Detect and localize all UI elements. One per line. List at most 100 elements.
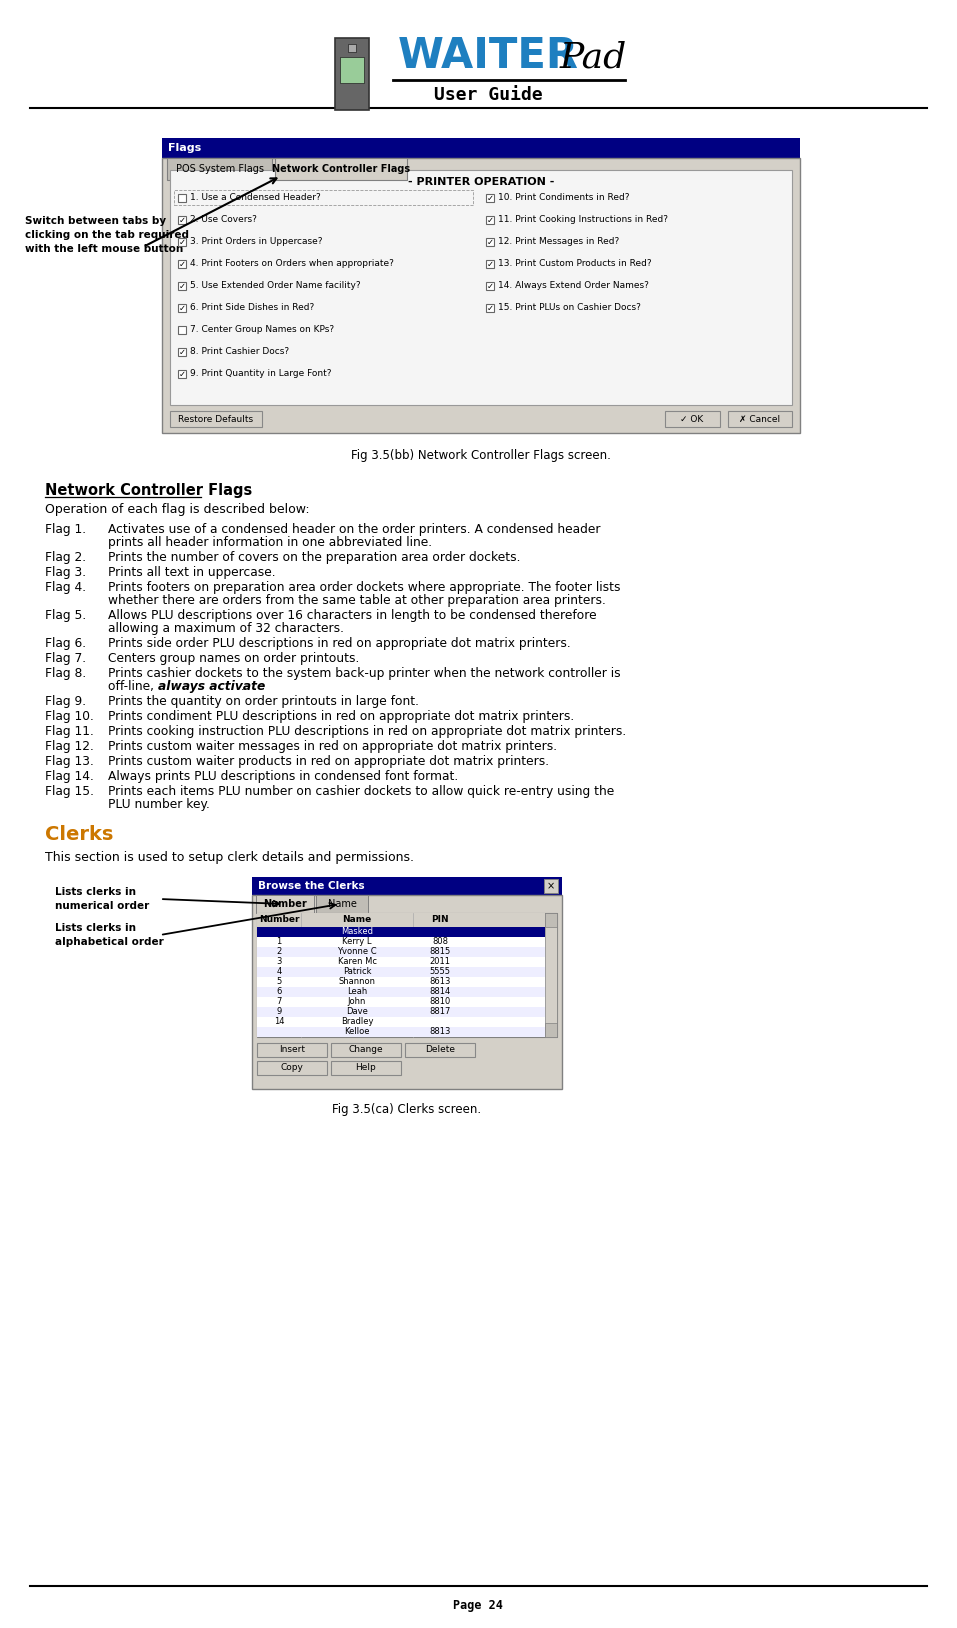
- Text: Dave: Dave: [346, 1008, 367, 1016]
- Text: Prints custom waiter products in red on appropriate dot matrix printers.: Prints custom waiter products in red on …: [108, 755, 549, 768]
- Bar: [257, 1018, 545, 1027]
- Text: 12. Print Messages in Red?: 12. Print Messages in Red?: [498, 238, 619, 246]
- Text: always activate: always activate: [159, 681, 266, 694]
- Bar: [257, 913, 545, 926]
- Text: User Guide: User Guide: [434, 86, 543, 104]
- Text: Help: Help: [356, 1063, 376, 1073]
- Bar: [665, 410, 720, 427]
- Text: ✓: ✓: [179, 215, 186, 225]
- Bar: [167, 158, 272, 181]
- Text: 10. Print Condiments in Red?: 10. Print Condiments in Red?: [498, 194, 630, 202]
- Text: Flag 14.: Flag 14.: [45, 770, 94, 783]
- Text: Restore Defaults: Restore Defaults: [178, 415, 254, 423]
- Text: Prints custom waiter messages in red on appropriate dot matrix printers.: Prints custom waiter messages in red on …: [108, 741, 557, 754]
- Text: Flag 6.: Flag 6.: [45, 637, 86, 650]
- Text: Delete: Delete: [425, 1045, 455, 1055]
- Text: Kerry L: Kerry L: [343, 938, 371, 946]
- Text: .: .: [240, 681, 244, 694]
- Text: Flag 12.: Flag 12.: [45, 741, 94, 754]
- Text: 808: 808: [432, 938, 448, 946]
- Text: Flag 15.: Flag 15.: [45, 785, 94, 798]
- Bar: [252, 895, 562, 1089]
- Bar: [335, 37, 369, 111]
- Bar: [544, 879, 558, 894]
- Text: 2011: 2011: [430, 957, 451, 967]
- Text: 7: 7: [277, 998, 281, 1006]
- Text: ✓: ✓: [486, 215, 494, 225]
- Text: Switch between tabs by
clicking on the tab required
with the left mouse button: Switch between tabs by clicking on the t…: [25, 217, 189, 254]
- Text: 14. Always Extend Order Names?: 14. Always Extend Order Names?: [498, 282, 649, 290]
- Text: ✓: ✓: [179, 259, 186, 269]
- Bar: [252, 877, 562, 895]
- Text: PIN: PIN: [432, 915, 449, 925]
- Text: PLU number key.: PLU number key.: [108, 798, 210, 811]
- Text: Change: Change: [348, 1045, 384, 1055]
- Text: Flag 4.: Flag 4.: [45, 581, 86, 594]
- Bar: [178, 304, 186, 313]
- Bar: [316, 895, 368, 913]
- Text: Prints cooking instruction PLU descriptions in red on appropriate dot matrix pri: Prints cooking instruction PLU descripti…: [108, 724, 626, 737]
- Text: Flag 8.: Flag 8.: [45, 667, 86, 681]
- Bar: [257, 1008, 545, 1018]
- Bar: [486, 260, 494, 269]
- Text: 15. Print PLUs on Cashier Docs?: 15. Print PLUs on Cashier Docs?: [498, 303, 641, 313]
- Text: Insert: Insert: [279, 1045, 305, 1055]
- Bar: [162, 138, 800, 158]
- Text: 1. Use a Condensed Header?: 1. Use a Condensed Header?: [190, 194, 321, 202]
- Bar: [545, 913, 557, 926]
- Bar: [257, 1027, 545, 1037]
- Bar: [178, 217, 186, 225]
- Bar: [275, 158, 407, 181]
- Text: Shannon: Shannon: [339, 977, 375, 987]
- Text: Fig 3.5(ca) Clerks screen.: Fig 3.5(ca) Clerks screen.: [332, 1102, 481, 1115]
- Text: ✓: ✓: [179, 347, 186, 357]
- Text: Flag 1.: Flag 1.: [45, 523, 86, 536]
- Text: Always prints PLU descriptions in condensed font format.: Always prints PLU descriptions in conden…: [108, 770, 458, 783]
- Text: ✓: ✓: [486, 282, 494, 290]
- Bar: [178, 348, 186, 357]
- Text: ✓: ✓: [486, 259, 494, 269]
- Text: Browse the Clerks: Browse the Clerks: [258, 881, 365, 891]
- Bar: [178, 282, 186, 290]
- Text: prints all header information in one abbreviated line.: prints all header information in one abb…: [108, 536, 433, 549]
- Text: ✓: ✓: [179, 370, 186, 378]
- Text: ✓ OK: ✓ OK: [680, 415, 703, 423]
- Text: John: John: [347, 998, 367, 1006]
- Text: Patrick: Patrick: [343, 967, 371, 977]
- Text: Page 24: Page 24: [453, 1599, 503, 1612]
- Bar: [486, 304, 494, 313]
- Text: Number: Number: [258, 915, 300, 925]
- Text: 8815: 8815: [430, 947, 451, 957]
- Bar: [256, 895, 314, 913]
- Text: Centers group names on order printouts.: Centers group names on order printouts.: [108, 651, 360, 664]
- Text: Masked: Masked: [341, 928, 373, 936]
- Bar: [257, 987, 545, 996]
- Text: 13. Print Custom Products in Red?: 13. Print Custom Products in Red?: [498, 259, 652, 269]
- Text: 5. Use Extended Order Name facility?: 5. Use Extended Order Name facility?: [190, 282, 361, 290]
- Text: 1: 1: [277, 938, 281, 946]
- Text: Lists clerks in
alphabetical order: Lists clerks in alphabetical order: [55, 923, 164, 946]
- Bar: [257, 1061, 327, 1074]
- Text: ×: ×: [547, 881, 555, 891]
- Text: Bradley: Bradley: [341, 1018, 373, 1027]
- Text: Flag 9.: Flag 9.: [45, 695, 86, 708]
- Bar: [340, 57, 364, 83]
- Text: 9. Print Quantity in Large Font?: 9. Print Quantity in Large Font?: [190, 370, 331, 378]
- Bar: [545, 913, 557, 1037]
- Bar: [257, 996, 545, 1008]
- Bar: [257, 1044, 327, 1057]
- Text: Copy: Copy: [280, 1063, 303, 1073]
- Text: Kelloe: Kelloe: [345, 1027, 369, 1037]
- Text: 8810: 8810: [430, 998, 451, 1006]
- Text: ✓: ✓: [179, 238, 186, 246]
- Text: 6. Print Side Dishes in Red?: 6. Print Side Dishes in Red?: [190, 303, 314, 313]
- Text: Leah: Leah: [346, 988, 367, 996]
- Bar: [257, 938, 545, 947]
- Text: whether there are orders from the same table at other preparation area printers.: whether there are orders from the same t…: [108, 594, 606, 607]
- Text: Flag 13.: Flag 13.: [45, 755, 94, 768]
- Text: Network Controller Flags: Network Controller Flags: [45, 484, 253, 498]
- Bar: [178, 326, 186, 334]
- Text: 5: 5: [277, 977, 281, 987]
- Text: 9: 9: [277, 1008, 281, 1016]
- Bar: [178, 370, 186, 378]
